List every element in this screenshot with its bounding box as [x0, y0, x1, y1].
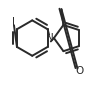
- Text: I: I: [12, 17, 15, 27]
- Text: N: N: [46, 33, 54, 43]
- Text: O: O: [75, 66, 84, 76]
